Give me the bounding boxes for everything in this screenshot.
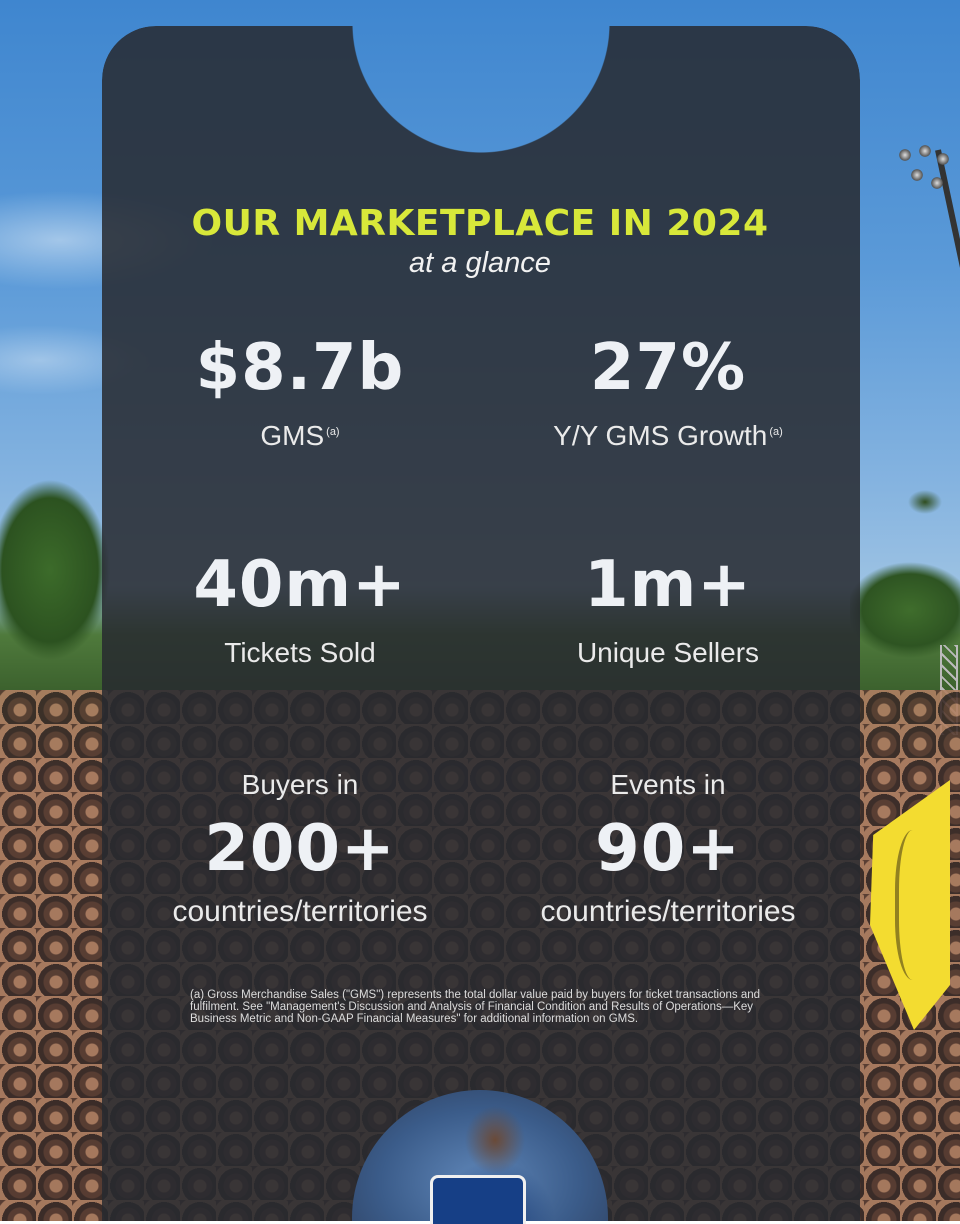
stat-buyers: Buyers in 200+ countries/territories bbox=[110, 769, 490, 929]
stat-growth-value: 27% bbox=[589, 331, 747, 405]
stat-gms-label: GMS (a) bbox=[260, 420, 340, 451]
footnote-marker: (a) bbox=[326, 425, 340, 438]
footnote-marker: (a) bbox=[769, 425, 783, 438]
page-title: OUR MARKETPLACE IN 2024 bbox=[191, 203, 769, 244]
page-subtitle: at a glance bbox=[409, 247, 551, 279]
stat-buyers-prefix: Buyers in bbox=[241, 769, 359, 800]
person-tank-top bbox=[430, 1175, 526, 1224]
stat-events-value: 90+ bbox=[595, 812, 741, 886]
stat-gms-value: $8.7b bbox=[195, 331, 405, 405]
stat-sellers: 1m+ Unique Sellers bbox=[478, 553, 858, 669]
stat-buyers-suffix: countries/territories bbox=[172, 895, 428, 928]
stat-sellers-value: 1m+ bbox=[584, 548, 752, 622]
stat-buyers-value: 200+ bbox=[204, 812, 396, 886]
stat-tickets-value: 40m+ bbox=[193, 548, 407, 622]
footnote: (a) Gross Merchandise Sales ("GMS") repr… bbox=[190, 989, 761, 1025]
trees-left bbox=[0, 440, 110, 700]
stat-gms: $8.7b GMS (a) bbox=[110, 336, 490, 452]
stat-tickets-label: Tickets Sold bbox=[224, 637, 376, 668]
stat-events-suffix: countries/territories bbox=[540, 895, 796, 928]
ticket-panel bbox=[102, 26, 860, 1221]
stat-growth-label: Y/Y GMS Growth (a) bbox=[553, 420, 783, 451]
stadium-lights bbox=[895, 145, 955, 205]
stat-events: Events in 90+ countries/territories bbox=[478, 769, 858, 929]
stat-tickets: 40m+ Tickets Sold bbox=[110, 553, 490, 669]
stat-events-prefix: Events in bbox=[610, 769, 726, 800]
flag-smile bbox=[895, 830, 939, 980]
stat-growth: 27% Y/Y GMS Growth (a) bbox=[478, 336, 858, 452]
palm-tree bbox=[908, 488, 942, 516]
stat-sellers-label: Unique Sellers bbox=[576, 637, 760, 668]
